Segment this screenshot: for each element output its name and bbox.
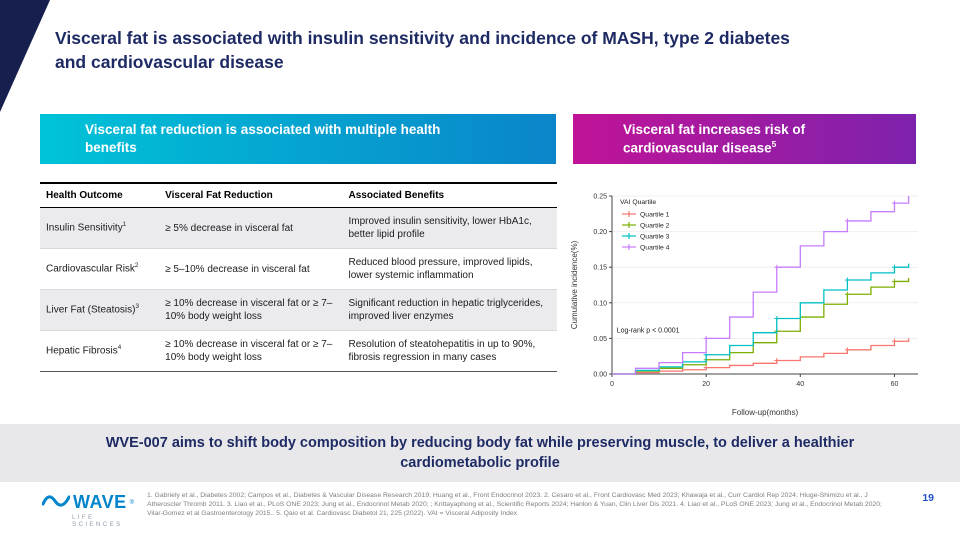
risk-banner-text: Visceral fat increases risk of cardiovas… — [623, 121, 873, 157]
svg-text:0.10: 0.10 — [593, 300, 607, 307]
wave-logo-icon — [41, 493, 71, 513]
benefits-cell: Improved insulin sensitivity, lower HbA1… — [342, 207, 557, 249]
outcome-cell: Cardiovascular Risk2 — [40, 248, 160, 290]
header-associated-benefits: Associated Benefits — [342, 182, 557, 208]
page-number: 19 — [922, 492, 934, 504]
risk-banner: Visceral fat increases risk of cardiovas… — [573, 114, 916, 164]
svg-text:60: 60 — [891, 381, 899, 388]
outcome-cell: Liver Fat (Steatosis)3 — [40, 289, 160, 331]
svg-text:Quartile 1: Quartile 1 — [640, 212, 670, 219]
risk-banner-footnote: 5 — [771, 138, 777, 149]
svg-text:Quartile 4: Quartile 4 — [640, 245, 670, 252]
key-message-banner: WVE-007 aims to shift body composition b… — [0, 424, 960, 482]
footnote-marker: 1 — [122, 221, 127, 229]
outcome-label: Hepatic Fibrosis — [46, 345, 118, 357]
registered-mark: ® — [129, 499, 135, 506]
reduction-cell: ≥ 5% decrease in visceral fat — [159, 207, 343, 249]
outcome-label: Liver Fat (Steatosis) — [46, 304, 136, 316]
svg-text:0.20: 0.20 — [593, 229, 607, 236]
reduction-cell: ≥ 5–10% decrease in visceral fat — [159, 248, 343, 290]
table-row: Insulin Sensitivity1 ≥ 5% decrease in vi… — [40, 207, 557, 249]
svg-text:0.05: 0.05 — [593, 336, 607, 343]
svg-text:Follow-up(months): Follow-up(months) — [732, 408, 799, 417]
benefits-cell: Resolution of steatohepatitis in up to 9… — [342, 330, 557, 372]
header-health-outcome: Health Outcome — [40, 182, 160, 208]
page-title: Visceral fat is associated with insulin … — [55, 28, 790, 73]
outcome-label: Cardiovascular Risk — [46, 263, 135, 275]
benefits-banner-text: Visceral fat reduction is associated wit… — [85, 122, 441, 155]
svg-text:Quartile 3: Quartile 3 — [640, 234, 670, 241]
wave-life-sciences-logo: WAVE ® LIFE SCIENCES — [41, 492, 142, 528]
svg-text:0.25: 0.25 — [593, 194, 607, 201]
table-row: Liver Fat (Steatosis)3 ≥ 10% decrease in… — [40, 289, 557, 331]
references-text: 1. Gabriely et al., Diabetes 2002; Campo… — [147, 492, 882, 518]
reduction-cell: ≥ 10% decrease in visceral fat or ≥ 7–10… — [159, 289, 343, 331]
key-message-text: WVE-007 aims to shift body composition b… — [105, 434, 855, 471]
health-outcomes-table: Health Outcome Visceral Fat Reduction As… — [40, 182, 557, 372]
reduction-cell: ≥ 10% decrease in visceral fat or ≥ 7–10… — [159, 330, 343, 372]
footnote-marker: 3 — [135, 303, 139, 311]
outcome-label: Insulin Sensitivity — [46, 222, 123, 234]
logo-tagline: LIFE SCIENCES — [72, 514, 123, 528]
outcome-cell: Hepatic Fibrosis4 — [40, 330, 160, 372]
benefits-cell: Reduced blood pressure, improved lipids,… — [342, 248, 557, 290]
table-header-row: Health Outcome Visceral Fat Reduction As… — [40, 182, 557, 208]
svg-text:0.15: 0.15 — [593, 265, 607, 272]
table-row: Cardiovascular Risk2 ≥ 5–10% decrease in… — [40, 248, 557, 290]
footnote-marker: 2 — [134, 262, 139, 270]
svg-text:40: 40 — [796, 381, 804, 388]
benefits-banner: Visceral fat reduction is associated wit… — [40, 114, 556, 164]
svg-text:Quartile 2: Quartile 2 — [640, 223, 670, 230]
logo-wordmark: WAVE — [73, 492, 127, 512]
svg-text:20: 20 — [702, 381, 710, 388]
svg-text:VAI Quartile: VAI Quartile — [620, 199, 656, 206]
footnote-marker: 4 — [117, 344, 122, 352]
benefits-cell: Significant reduction in hepatic triglyc… — [342, 289, 557, 331]
svg-text:0.00: 0.00 — [593, 372, 607, 379]
header-visceral-fat-reduction: Visceral Fat Reduction — [159, 182, 343, 208]
table-row: Hepatic Fibrosis4 ≥ 10% decrease in visc… — [40, 330, 557, 372]
svg-text:Cumulative incidence(%): Cumulative incidence(%) — [570, 240, 579, 329]
svg-text:Log-rank p < 0.0001: Log-rank p < 0.0001 — [617, 328, 680, 335]
outcome-cell: Insulin Sensitivity1 — [40, 207, 160, 249]
svg-text:0: 0 — [610, 381, 614, 388]
risk-banner-label: Visceral fat increases risk of cardiovas… — [623, 122, 806, 156]
corner-accent-shape — [0, 0, 50, 112]
cumulative-incidence-chart: 0.00 0.05 0.10 0.15 0.20 0.25 0 20 40 60 Cumulativ… — [566, 182, 932, 420]
